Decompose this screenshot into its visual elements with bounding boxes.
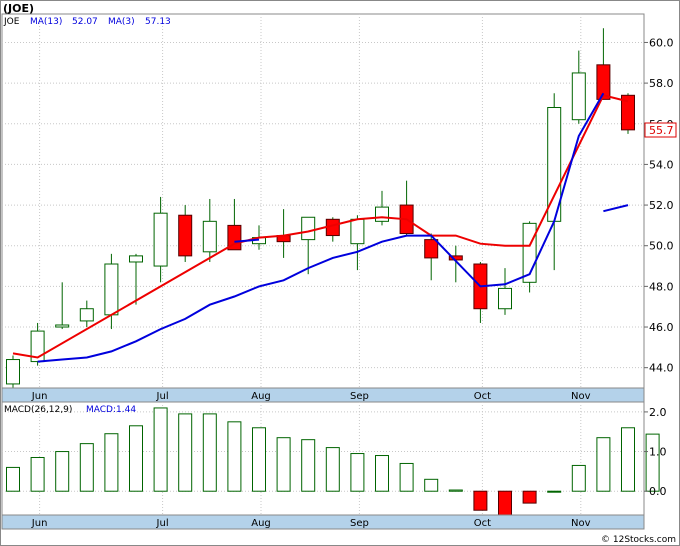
macd-tick-label: 2.0 [649,406,667,419]
candle-body [621,94,635,131]
candle-body [129,255,143,263]
candle-body [153,212,168,267]
candle-body [375,206,389,222]
ma-slow-line-segment [234,238,260,243]
macd-bar [448,489,463,492]
macd-bar [424,478,439,492]
macd-bar [571,464,586,492]
candle-body [6,359,20,385]
month-label: Aug [251,518,271,529]
macd-bar [202,413,217,492]
macd-bar [596,437,611,492]
macd-bar [30,457,45,492]
price-tick-label: 44.0 [649,362,674,375]
macd-bar [375,455,389,492]
price-plot-area [1,13,645,389]
macd-bar [178,413,193,492]
month-label: Jul [156,518,169,529]
candle-body [55,324,70,328]
macd-bar [621,427,635,492]
month-label: Nov [571,391,591,402]
macd-plot-area [1,401,645,516]
macd-bar [104,433,119,492]
price-grid [2,14,644,388]
price-tick-label: 46.0 [649,321,674,334]
macd-bar [301,439,316,492]
chart-title: (JOE) [3,2,34,15]
macd-bar [325,447,340,492]
macd-bar [55,451,70,492]
macd-month-band [1,514,645,530]
price-tick-label: 52.0 [649,199,674,212]
price-tick-label: 48.0 [649,280,674,293]
candle-body [424,239,439,259]
month-label: Aug [251,391,271,402]
candle-body [350,218,365,245]
month-label: Jul [156,391,169,402]
legend-symbol: JOE [3,17,20,27]
price-month-axis: Jun Jul Aug Sep Oct Nov [1,387,645,403]
watermark: © 12Stocks.com [601,535,676,545]
macd-bar [153,407,168,492]
macd-bar [473,490,488,511]
macd-bar [645,433,660,492]
ma-slow-line [37,92,605,363]
month-label: Jun [31,518,48,529]
month-label: Oct [474,391,491,402]
price-tick-label: 50.0 [649,240,674,253]
candle-body [498,287,512,310]
macd-month-axis: Jun Jul Aug Sep Oct Nov [1,514,645,530]
month-label: Sep [350,391,369,402]
legend-ma-slow-label: MA(13) [30,17,62,27]
macd-panel: 0.0 1.0 2.0 MACD(26,12,9) MACD:1.44 [1,401,667,516]
macd-bars [6,407,660,516]
last-price-marker: 55.7 [644,122,677,138]
candle-body [596,64,611,100]
price-month-band [1,387,645,403]
month-label: Jun [31,391,48,402]
macd-bar [399,462,414,492]
month-label: Oct [474,518,491,529]
candle-body [178,214,193,257]
macd-bar [252,427,266,492]
macd-label: MACD(26,12,9) [4,405,72,415]
macd-bar [276,437,291,492]
macd-value-label: MACD:1.44 [86,405,136,415]
month-label: Nov [571,518,591,529]
candle-body [79,308,94,322]
candle-body [104,263,119,316]
macd-bar [129,425,143,492]
macd-tick-label: 1.0 [649,446,667,459]
price-legend: JOE MA(13) 52.07 MA(3) 57.13 [3,17,171,27]
macd-bar [6,466,20,492]
legend-ma-slow-value: 52.07 [72,17,98,27]
candle-body [301,216,316,241]
price-tick-label: 60.0 [649,36,674,49]
macd-bar [227,421,242,492]
moving-average-lines [12,92,629,363]
last-price-label: 55.7 [649,124,674,137]
macd-tick-label: 0.0 [649,485,667,498]
macd-bar [498,490,512,516]
macd-bar [547,490,562,493]
legend-ma-fast-value: 57.13 [145,17,171,27]
price-panel: 44.046.048.050.052.054.056.058.060.0 55.… [1,13,677,389]
candle-body [571,72,586,121]
ma-slow-line-tail [603,204,629,213]
macd-bar [522,490,537,504]
macd-bar [350,453,365,492]
macd-bar [79,443,94,492]
price-axis: 44.046.048.050.052.054.056.058.060.0 [644,36,674,375]
price-tick-label: 58.0 [649,77,674,90]
month-label: Sep [350,518,369,529]
candle-body [202,220,217,253]
price-tick-label: 54.0 [649,158,674,171]
legend-ma-fast-label: MA(3) [108,17,135,27]
macd-axis: 0.0 1.0 2.0 [644,406,667,498]
